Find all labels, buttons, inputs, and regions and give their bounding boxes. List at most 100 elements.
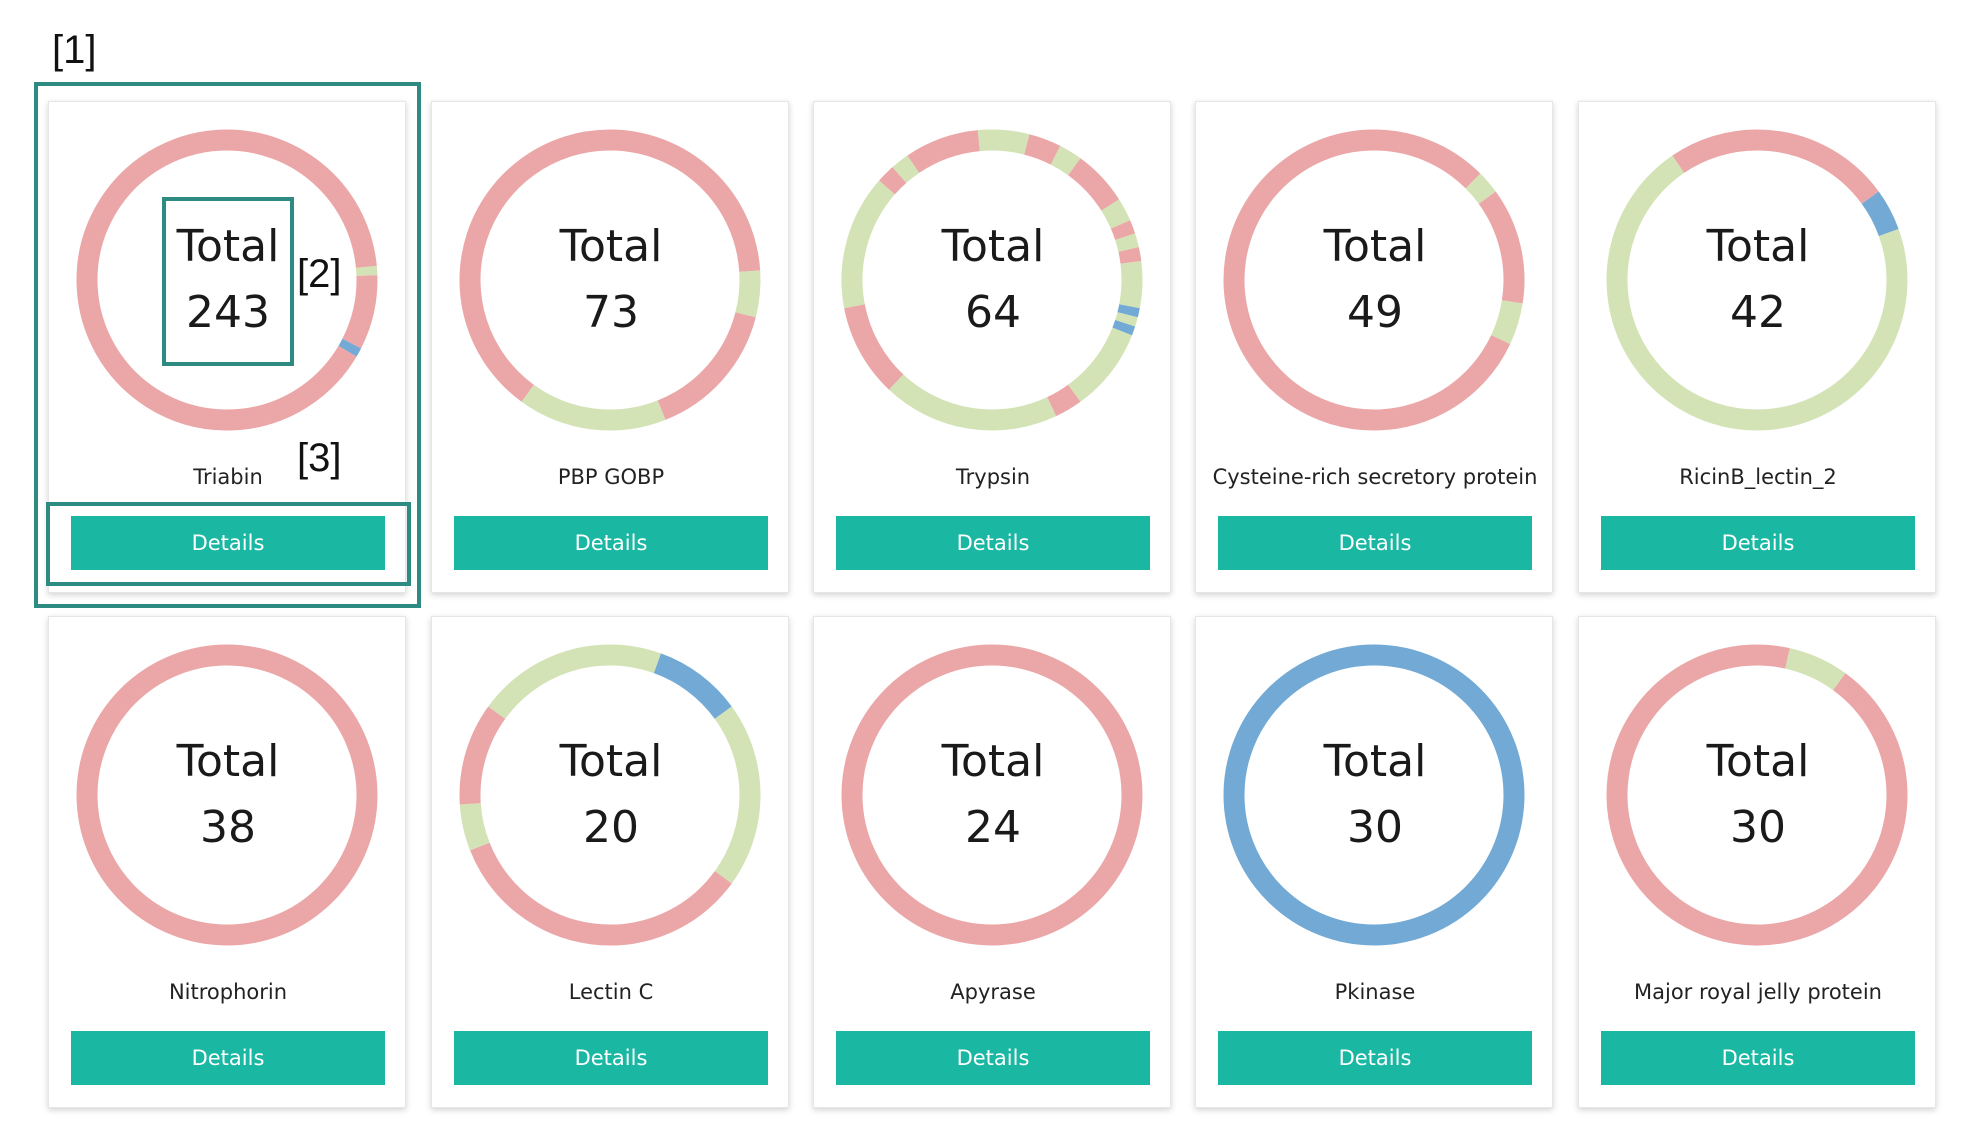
donut-segment-pink (1478, 191, 1525, 304)
total-count: 30 (1730, 802, 1786, 853)
donut-segment-pink (76, 129, 357, 431)
donut-segment-green (1465, 173, 1496, 205)
total-label: Total (941, 736, 1045, 787)
donut-segment-pink (1110, 220, 1136, 241)
protein-card-triabin: Total 243 Triabin Details (48, 101, 406, 593)
total-count: 49 (1347, 287, 1403, 338)
protein-card-trypsin: Total 64 Trypsin Details (813, 101, 1171, 593)
donut-segment-green (841, 180, 896, 309)
total-count: 38 (200, 802, 256, 853)
donut-segment-green (609, 644, 661, 674)
protein-name: Major royal jelly protein (1634, 980, 1882, 1004)
donut-segment-blue (1112, 319, 1136, 336)
donut-segment-pink (1046, 384, 1081, 417)
total-count: 243 (186, 287, 270, 338)
details-button[interactable]: Details (1601, 1031, 1915, 1085)
annotation-box-total (162, 197, 294, 366)
donut-segment-pink (1672, 129, 1758, 174)
donut-segment-green (1491, 300, 1523, 345)
total-count: 42 (1730, 287, 1786, 338)
donut-segment-green (991, 129, 1030, 155)
protein-name: Triabin (193, 465, 263, 489)
donut-svg (1606, 129, 1908, 431)
donut-segment-green (1115, 312, 1138, 327)
donut-svg (1606, 644, 1908, 946)
total-label: Total (1706, 736, 1810, 787)
protein-name: Trypsin (955, 465, 1031, 489)
details-button[interactable]: Details (1218, 1031, 1532, 1085)
donut-chart (74, 642, 380, 948)
donut-segment-green (459, 802, 490, 851)
details-button[interactable]: Details (454, 1031, 768, 1085)
total-count: 73 (583, 287, 639, 338)
donut-segment-pink (1023, 134, 1061, 165)
total-label: Total (1323, 736, 1427, 787)
donut-segment-green (1050, 145, 1081, 176)
donut-segment-pink (1756, 129, 1879, 205)
donut-segment-green (714, 706, 761, 884)
protein-card-apyrase: Total 24 Apyrase Details (813, 616, 1171, 1108)
details-button[interactable]: Details (71, 516, 385, 570)
protein-name: Pkinase (1334, 980, 1416, 1004)
donut-segment-green (1784, 648, 1846, 691)
donut-segment-green (892, 155, 920, 183)
donut-segment-blue (1861, 191, 1899, 237)
donut-segment-green (1067, 327, 1132, 402)
donut-segment-blue (1223, 644, 1525, 946)
details-button[interactable]: Details (836, 1031, 1150, 1085)
total-label: Total (1706, 221, 1810, 272)
annotation-label-2: [2] (297, 252, 342, 296)
donut-segment-green (1101, 199, 1131, 229)
donut-segment-pink (342, 275, 378, 349)
protein-card-cysteine-rich: Total 49 Cysteine-rich secretory protein… (1195, 101, 1553, 593)
protein-card-ricinb-lectin: Total 42 RicinB_lectin_2 Details (1578, 101, 1936, 593)
protein-name: Lectin C (568, 980, 654, 1004)
total-count: 30 (1347, 802, 1403, 853)
protein-card-lectin-c: Total 20 Lectin C Details (431, 616, 789, 1108)
protein-card-major-royal-jelly: Total 30 Major royal jelly protein Detai… (1578, 616, 1936, 1108)
donut-svg (76, 644, 378, 946)
donut-svg (841, 644, 1143, 946)
donut-segment-pink (459, 129, 611, 402)
total-label: Total (176, 736, 280, 787)
details-button[interactable]: Details (454, 516, 768, 570)
donut-segment-blue (338, 338, 362, 357)
total-label: Total (559, 736, 663, 787)
annotation-box-card (34, 82, 421, 608)
donut-svg (76, 129, 378, 431)
donut-segment-pink (1118, 247, 1142, 264)
donut-segment-pink (609, 129, 761, 273)
donut-svg (459, 129, 761, 431)
donut-chart (1604, 127, 1910, 433)
details-button[interactable]: Details (1218, 516, 1532, 570)
donut-segment-pink (76, 644, 378, 946)
donut-segment-pink (907, 130, 981, 174)
donut-segment-pink (841, 644, 1143, 946)
total-count: 20 (583, 802, 639, 853)
annotation-label-3: [3] (297, 436, 342, 480)
details-button[interactable]: Details (1601, 516, 1915, 570)
donut-segment-green (355, 265, 378, 277)
protein-name: RicinB_lectin_2 (1679, 465, 1837, 489)
total-label: Total (941, 221, 1045, 272)
donut-svg (1223, 644, 1525, 946)
donut-chart (457, 642, 763, 948)
donut-segment-pink (1373, 129, 1481, 189)
donut-chart (457, 127, 763, 433)
donut-svg (1223, 129, 1525, 431)
details-button[interactable]: Details (71, 1031, 385, 1085)
donut-segment-pink (226, 129, 377, 268)
donut-segment-pink (879, 167, 907, 195)
donut-chart (839, 127, 1145, 433)
total-label: Total (559, 221, 663, 272)
total-label: Total (1323, 221, 1427, 272)
donut-segment-blue (1117, 304, 1140, 318)
protein-name: Nitrophorin (168, 980, 288, 1004)
protein-card-pbp-gobp: Total 73 PBP GOBP Details (431, 101, 789, 593)
donut-segment-green (888, 374, 1057, 431)
protein-card-pkinase: Total 30 Pkinase Details (1195, 616, 1553, 1108)
donut-segment-green (488, 644, 611, 720)
donut-segment-pink (1223, 129, 1511, 431)
details-button[interactable]: Details (836, 516, 1150, 570)
